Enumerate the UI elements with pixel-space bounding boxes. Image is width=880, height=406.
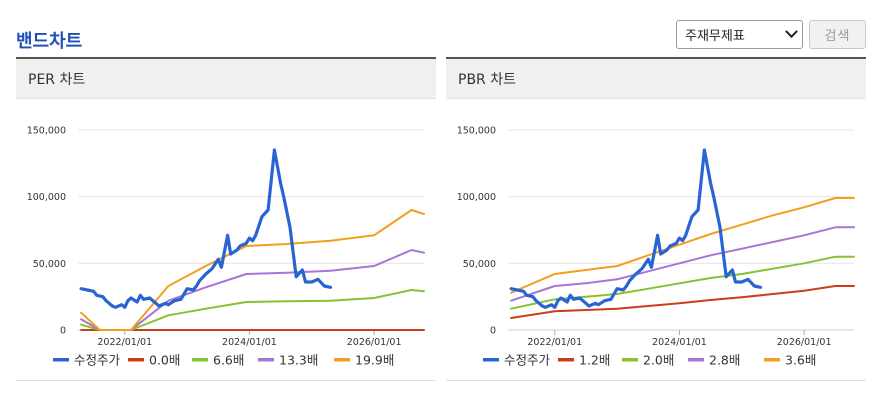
legend-label[interactable]: 1.2배 (579, 353, 610, 368)
legend-swatch (128, 358, 144, 362)
legend-label[interactable]: 6.6배 (213, 353, 244, 368)
legend-swatch (334, 358, 350, 362)
y-tick-label: 100,000 (27, 192, 66, 203)
y-tick-label: 100,000 (457, 192, 496, 203)
y-tick-label: 50,000 (33, 259, 66, 270)
y-tick-label: 150,000 (27, 126, 66, 137)
x-tick-label: 2024/01/01 (652, 337, 707, 348)
series-line-2 (510, 255, 855, 310)
y-tick-label: 0 (490, 326, 496, 337)
x-tick-label: 2022/01/01 (527, 337, 582, 348)
legend-swatch (558, 358, 574, 362)
series-line-0 (79, 148, 333, 309)
series-line-4 (80, 209, 425, 331)
pbr-chart: 0 50,000 100,000 150,000 2022/01/01 2024/01/0… (457, 126, 855, 368)
legend-swatch (192, 358, 208, 362)
x-tick-label: 2026/01/01 (347, 337, 402, 348)
legend-swatch (764, 358, 780, 362)
toolbar: 주재무제표 검색 (676, 20, 866, 49)
legend-label[interactable]: 0.0배 (149, 353, 180, 368)
series-line-4 (510, 197, 855, 294)
series-line-1 (510, 285, 855, 319)
legend-label[interactable]: 13.3배 (279, 353, 318, 368)
statement-type-value: 주재무제표 (685, 29, 745, 44)
per-chart-title: PER 차트 (16, 59, 436, 99)
legend-label[interactable]: 2.0배 (643, 353, 674, 368)
series-line-0 (509, 148, 763, 309)
pbr-chart-title: PBR 차트 (446, 59, 866, 99)
series-line-3 (510, 226, 855, 302)
legend-swatch (258, 358, 274, 362)
legend-swatch (688, 358, 704, 362)
series-line-2 (80, 289, 425, 331)
legend-label[interactable]: 3.6배 (785, 353, 816, 368)
y-tick-label: 50,000 (463, 259, 496, 270)
legend-swatch (622, 358, 638, 362)
chevron-down-icon (785, 25, 798, 39)
legend-swatch (53, 358, 69, 362)
legend-label[interactable]: 19.9배 (355, 353, 394, 368)
statement-type-select[interactable]: 주재무제표 (676, 20, 803, 49)
x-tick-label: 2024/01/01 (222, 337, 277, 348)
legend-label[interactable]: 수정주가 (504, 353, 551, 368)
pbr-chart-panel: PBR 차트 0 50,000 100,000 150,000 2022/01/01 20… (446, 57, 866, 381)
per-chart: 0 50,000 100,000 150,000 2022/01/01 2024/01/0… (27, 126, 425, 368)
per-chart-panel: PER 차트 0 50,000 100,000 150,000 2022/01/01 20… (16, 57, 436, 381)
legend-swatch (483, 358, 499, 362)
x-tick-label: 2022/01/01 (97, 337, 152, 348)
page-title: 밴드차트 (16, 31, 83, 52)
legend-label[interactable]: 2.8배 (709, 353, 740, 368)
legend-label[interactable]: 수정주가 (74, 353, 121, 368)
y-tick-label: 0 (60, 326, 66, 337)
x-tick-label: 2026/01/01 (777, 337, 832, 348)
y-tick-label: 150,000 (457, 126, 496, 137)
search-button[interactable]: 검색 (809, 20, 866, 49)
series-line-3 (80, 249, 425, 331)
